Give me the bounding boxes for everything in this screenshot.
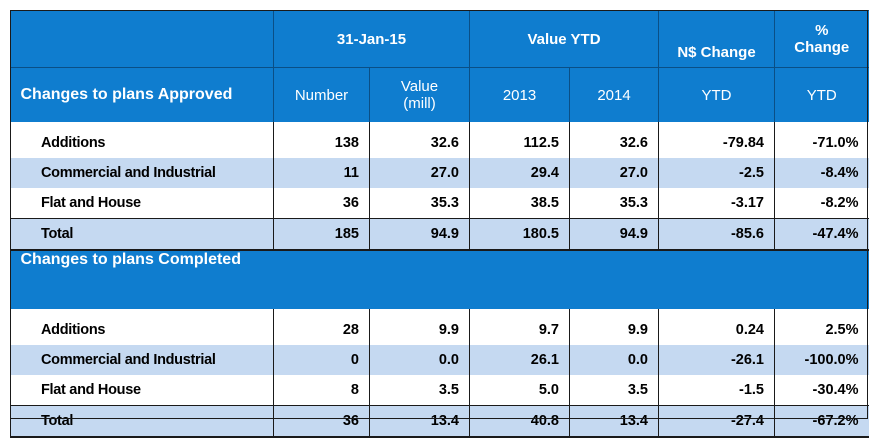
- table-row: Flat and House 36 35.3 38.5 35.3 -3.17 -…: [10, 188, 869, 219]
- cell-number: 11: [273, 158, 370, 188]
- cell-pct: 2.5%: [774, 315, 869, 345]
- table-row: Additions 138 32.6 112.5 32.6 -79.84 -71…: [10, 128, 869, 158]
- cell-pct: -30.4%: [774, 375, 869, 406]
- spacer-row: [10, 309, 869, 315]
- spacer-row: [10, 122, 869, 128]
- cell-number: 0: [273, 345, 370, 375]
- cell-change: -79.84: [658, 128, 775, 158]
- cell-value: 9.9: [369, 315, 470, 345]
- cell-2013: 40.8: [469, 405, 570, 438]
- cell-change: -26.1: [658, 345, 775, 375]
- header-row-1: 31-Jan-15 Value YTD N$ Change % Change: [10, 10, 869, 68]
- header-date: 31-Jan-15: [273, 10, 470, 68]
- table-row: Flat and House 8 3.5 5.0 3.5 -1.5 -30.4%: [10, 375, 869, 406]
- table-row: Commercial and Industrial 0 0.0 26.1 0.0…: [10, 345, 869, 375]
- cell-number: 138: [273, 128, 370, 158]
- cell-2014: 3.5: [569, 375, 659, 406]
- header-value: Value (mill): [369, 67, 470, 122]
- cell-change: -85.6: [658, 218, 775, 251]
- cell-2013: 29.4: [469, 158, 570, 188]
- table-row: Additions 28 9.9 9.7 9.9 0.24 2.5%: [10, 315, 869, 345]
- cell-change: -2.5: [658, 158, 775, 188]
- section-title-completed: Changes to plans Completed: [10, 250, 869, 309]
- header-ns-change: N$ Change: [658, 10, 775, 68]
- cell-number: 185: [273, 218, 370, 251]
- cell-pct: -8.2%: [774, 188, 869, 219]
- cell-2013: 112.5: [469, 128, 570, 158]
- header-number: Number: [273, 67, 370, 122]
- row-label: Additions: [10, 128, 274, 158]
- cell-2013: 9.7: [469, 315, 570, 345]
- row-label: Total: [10, 218, 274, 251]
- cell-change: -27.4: [658, 405, 775, 438]
- row-label: Commercial and Industrial: [10, 158, 274, 188]
- row-label: Additions: [10, 315, 274, 345]
- cell-2014: 27.0: [569, 158, 659, 188]
- cell-number: 36: [273, 405, 370, 438]
- cell-2013: 180.5: [469, 218, 570, 251]
- cell-value: 94.9: [369, 218, 470, 251]
- section-header-completed: Changes to plans Completed: [10, 250, 869, 309]
- header-value-line1: Value: [400, 78, 439, 95]
- cell-2014: 13.4: [569, 405, 659, 438]
- cell-number: 8: [273, 375, 370, 406]
- row-label: Flat and House: [10, 188, 274, 219]
- header-value-line2: (mill): [403, 95, 436, 112]
- header-empty-cell: [10, 10, 274, 68]
- header-value-ytd: Value YTD: [469, 10, 659, 68]
- cell-pct: -8.4%: [774, 158, 869, 188]
- cell-change: 0.24: [658, 315, 775, 345]
- cell-value: 32.6: [369, 128, 470, 158]
- cell-pct: -100.0%: [774, 345, 869, 375]
- total-row: Total 185 94.9 180.5 94.9 -85.6 -47.4%: [10, 218, 869, 251]
- header-ytd-change: YTD: [658, 67, 775, 122]
- row-label: Total: [10, 405, 274, 438]
- row-label: Flat and House: [10, 375, 274, 406]
- cell-value: 0.0: [369, 345, 470, 375]
- cell-2013: 26.1: [469, 345, 570, 375]
- header-pct-line2: Change: [794, 39, 850, 56]
- cell-change: -3.17: [658, 188, 775, 219]
- total-row: Total 36 13.4 40.8 13.4 -27.4 -67.2%: [10, 405, 869, 438]
- header-pct-change: % Change: [774, 10, 869, 68]
- section-title-approved: Changes to plans Approved: [10, 67, 274, 122]
- header-year-2013: 2013: [469, 67, 570, 122]
- cell-2014: 35.3: [569, 188, 659, 219]
- header-row-2: Changes to plans Approved Number Value (…: [10, 67, 869, 122]
- cell-number: 28: [273, 315, 370, 345]
- cell-2014: 9.9: [569, 315, 659, 345]
- row-label: Commercial and Industrial: [10, 345, 274, 375]
- cell-pct: -71.0%: [774, 128, 869, 158]
- cell-number: 36: [273, 188, 370, 219]
- cell-2013: 38.5: [469, 188, 570, 219]
- cell-change: -1.5: [658, 375, 775, 406]
- cell-value: 3.5: [369, 375, 470, 406]
- cell-2014: 94.9: [569, 218, 659, 251]
- table-row: Commercial and Industrial 11 27.0 29.4 2…: [10, 158, 869, 188]
- cell-pct: -67.2%: [774, 405, 869, 438]
- plans-table: 31-Jan-15 Value YTD N$ Change % Change C…: [10, 10, 869, 438]
- cell-2014: 0.0: [569, 345, 659, 375]
- cell-value: 13.4: [369, 405, 470, 438]
- cell-2014: 32.6: [569, 128, 659, 158]
- cell-2013: 5.0: [469, 375, 570, 406]
- header-year-2014: 2014: [569, 67, 659, 122]
- cell-value: 35.3: [369, 188, 470, 219]
- cell-pct: -47.4%: [774, 218, 869, 251]
- header-pct-line1: %: [815, 22, 829, 39]
- header-ytd-pct: YTD: [774, 67, 869, 122]
- cell-value: 27.0: [369, 158, 470, 188]
